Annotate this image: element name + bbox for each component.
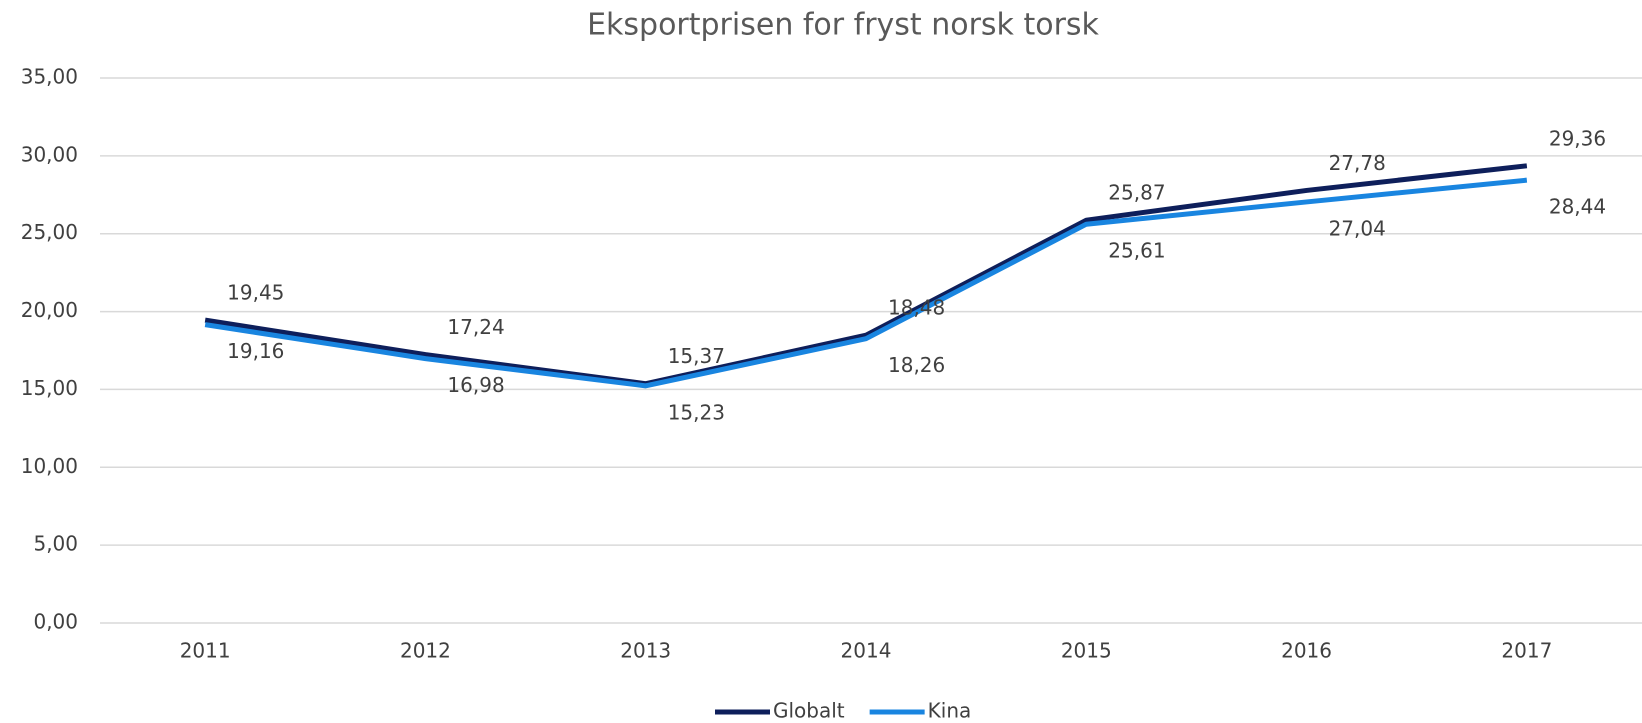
data-label: 19,16 (227, 339, 284, 363)
y-tick-label: 20,00 (21, 298, 78, 322)
y-tick-label: 10,00 (21, 454, 78, 478)
data-label: 17,24 (447, 315, 504, 339)
data-label: 27,04 (1329, 216, 1386, 240)
data-label: 28,44 (1549, 195, 1606, 219)
x-tick-label: 2013 (620, 639, 671, 663)
data-label: 19,45 (227, 281, 284, 305)
data-label: 27,78 (1329, 151, 1386, 175)
y-tick-label: 25,00 (21, 220, 78, 244)
y-tick-label: 30,00 (21, 142, 78, 166)
y-tick-label: 35,00 (21, 65, 78, 89)
x-tick-label: 2015 (1061, 639, 1112, 663)
y-tick-label: 5,00 (33, 532, 78, 556)
data-label: 18,26 (888, 353, 945, 377)
data-label: 25,61 (1108, 239, 1165, 263)
line (204, 177, 1528, 389)
line (204, 163, 1528, 387)
x-tick-label: 2012 (400, 639, 451, 663)
x-tick-label: 2017 (1501, 639, 1552, 663)
legend-label: Globalt (773, 699, 845, 723)
data-label: 25,87 (1108, 181, 1165, 205)
x-tick-label: 2011 (180, 639, 231, 663)
y-tick-label: 0,00 (33, 610, 78, 634)
data-label: 18,48 (888, 296, 945, 320)
data-label: 16,98 (447, 373, 504, 397)
y-tick-label: 15,00 (21, 376, 78, 400)
x-tick-label: 2014 (841, 639, 892, 663)
data-label: 29,36 (1549, 126, 1606, 150)
chart-title: Eksportprisen for fryst norsk torsk (587, 8, 1099, 43)
data-label: 15,23 (668, 400, 725, 424)
legend-label: Kina (928, 699, 972, 723)
data-label: 15,37 (668, 344, 725, 368)
x-tick-label: 2016 (1281, 639, 1332, 663)
